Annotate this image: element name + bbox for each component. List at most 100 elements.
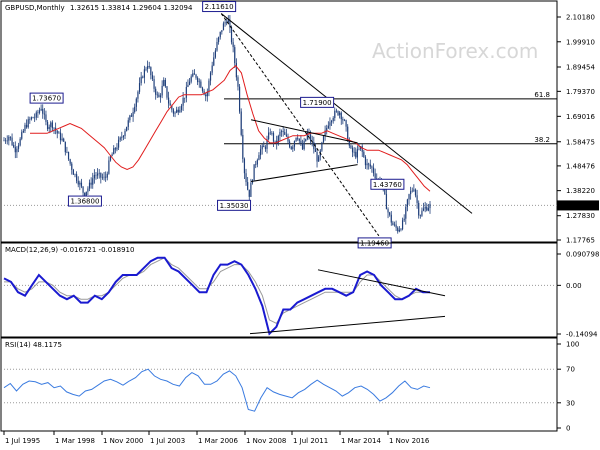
price-annotation-label: 1.73670	[32, 95, 61, 103]
candle-body	[103, 176, 105, 178]
candle-body	[45, 114, 47, 122]
candle-body	[24, 124, 26, 131]
candle-body	[177, 109, 179, 113]
candle-body	[84, 192, 86, 196]
candle-body	[405, 206, 407, 219]
candle-body	[71, 163, 73, 170]
price-candles	[3, 14, 431, 234]
rsi-y-tick-label: 70	[566, 366, 575, 374]
candle-body	[156, 94, 158, 96]
candle-body	[272, 133, 275, 142]
candle-body	[171, 105, 173, 110]
price-annotation-box	[29, 92, 64, 104]
candle-body	[313, 142, 315, 150]
candle-body	[63, 138, 65, 142]
candle-body	[166, 86, 168, 98]
candle-body	[343, 120, 346, 121]
candle-body	[114, 148, 116, 150]
candle-body	[67, 151, 70, 160]
candle-body	[306, 132, 308, 140]
candle-body	[347, 126, 349, 142]
price-annotation-label: 1.71900	[303, 99, 332, 107]
x-axis-tick-label: 1 Nov 2000	[103, 437, 143, 445]
candle-body	[180, 105, 183, 110]
candle-body	[34, 117, 36, 119]
candle-body	[159, 95, 162, 98]
candle-body	[100, 172, 102, 178]
candle-body	[135, 98, 137, 107]
candle-body	[408, 194, 410, 200]
candle-body	[321, 142, 323, 151]
candle-body	[274, 140, 276, 142]
candle-body	[295, 137, 297, 141]
price-y-tick-label: 1.48476	[566, 162, 595, 170]
candle-body	[117, 139, 120, 148]
candle-body	[145, 68, 147, 70]
candle-body	[48, 126, 50, 130]
candle-body	[98, 172, 100, 174]
candle-body	[235, 63, 237, 78]
rsi-levels	[4, 368, 557, 404]
price-y-tick-label: 2.10180	[566, 14, 595, 22]
candle-body	[358, 148, 360, 150]
candle-body	[263, 145, 265, 148]
candle-body	[80, 182, 83, 187]
candle-body	[234, 47, 236, 64]
macd-pane: MACD(12,26,9) -0.016721 -0.018910 0.0907…	[0, 242, 599, 339]
candle-body	[176, 109, 178, 113]
candle-body	[185, 86, 187, 98]
candle-body	[38, 110, 41, 113]
candle-body	[366, 163, 368, 166]
candle-body	[355, 151, 357, 158]
candle-body	[37, 112, 39, 114]
candle-body	[387, 209, 389, 213]
candle-body	[410, 191, 412, 195]
candle-body	[297, 137, 299, 139]
candle-body	[213, 57, 215, 66]
candle-body	[238, 86, 241, 112]
candle-body	[348, 141, 350, 146]
candle-body	[179, 109, 181, 113]
candle-body	[88, 182, 91, 189]
candle-body	[13, 145, 15, 148]
candle-body	[403, 218, 405, 221]
candle-body	[56, 130, 58, 134]
candle-body	[46, 121, 49, 130]
candle-body	[284, 132, 286, 135]
last-price-marker	[557, 200, 599, 211]
candle-body	[50, 122, 52, 127]
candle-body	[248, 189, 250, 197]
candle-body	[259, 149, 262, 156]
price-y-tick-label: 1.79370	[566, 88, 595, 96]
candle-body	[122, 135, 125, 138]
candle-body	[356, 149, 358, 158]
candle-body	[342, 119, 344, 121]
candle-body	[422, 208, 425, 211]
price-y-tick-label: 1.27830	[566, 212, 595, 220]
price-y-tick-label: 1.58475	[566, 138, 595, 146]
candle-body	[188, 81, 191, 85]
price-annotation-box	[370, 178, 405, 190]
candle-body	[401, 220, 404, 230]
candle-body	[40, 108, 42, 111]
candle-body	[389, 212, 391, 215]
candle-body	[305, 139, 307, 142]
price-annotation-label: 2.11610	[205, 3, 234, 11]
last-price-label: 1.32094	[562, 202, 591, 210]
rsi-line	[3, 368, 431, 412]
candle-body	[424, 206, 426, 209]
candle-body	[195, 74, 197, 78]
price-y-tick-label: 1.69016	[566, 113, 595, 121]
candle-body	[119, 137, 121, 140]
candle-body	[384, 186, 386, 195]
candle-body	[64, 141, 66, 153]
candle-body	[161, 85, 163, 96]
candle-body	[134, 106, 136, 112]
candle-body	[369, 164, 371, 167]
candle-body	[292, 146, 294, 150]
macd-y-tick-label: 0.090798	[566, 251, 599, 259]
candle-body	[30, 117, 33, 120]
price-y-tick-label: 1.99910	[566, 38, 595, 46]
x-axis-tick-label: 1 Jul 2003	[150, 437, 185, 445]
price-y-axis: 2.10180 1.99910 1.89454 1.79370 1.69016 1.584…	[557, 14, 599, 245]
